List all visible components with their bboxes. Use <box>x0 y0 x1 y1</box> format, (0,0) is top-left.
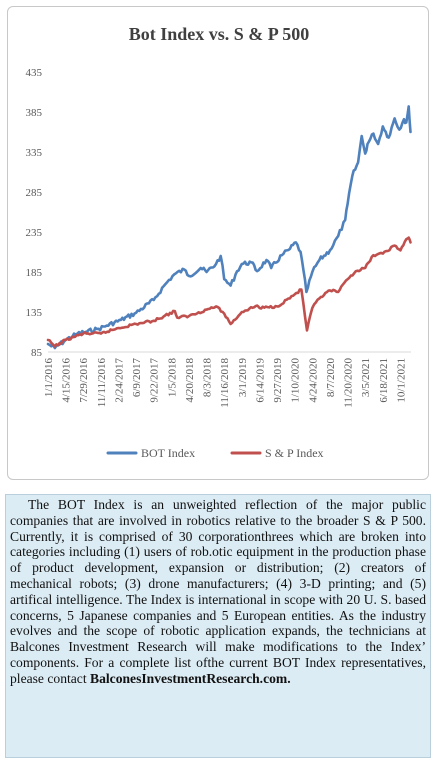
chart-card: Bot Index vs. S & P 500 85 135 185 235 285 33… <box>7 6 429 480</box>
series-layer <box>46 105 412 350</box>
x-tick-label: 4/20/2018 <box>184 358 196 403</box>
chart-title: Bot Index vs. S & P 500 <box>129 24 310 44</box>
x-tick-label: 11/11/2016 <box>96 358 108 408</box>
legend-label: BOT Index <box>141 446 195 460</box>
x-tick-label: 6/14/2019 <box>254 358 266 403</box>
description-body: The BOT Index is an unweighted reflectio… <box>10 497 426 686</box>
y-tick-label: 335 <box>26 147 43 159</box>
line-chart: Bot Index vs. S & P 500 85 135 185 235 285 33… <box>26 24 412 460</box>
x-tick-label: 3/1/2019 <box>237 358 249 398</box>
x-tick-label: 6/18/2021 <box>378 358 390 403</box>
contact-link[interactable]: BalconesInvestmentResearch.com. <box>90 670 291 686</box>
x-tick-label: 11/20/2020 <box>343 358 355 408</box>
x-tick-label: 11/16/2018 <box>219 358 231 408</box>
x-tick-label: 4/15/2016 <box>61 358 73 403</box>
y-tick-label: 85 <box>31 347 43 359</box>
x-tick-label: 8/3/2018 <box>202 358 214 398</box>
y-tick-label: 235 <box>26 227 43 239</box>
x-tick-label: 3/5/2021 <box>360 358 372 397</box>
x-tick-label: 1/10/2020 <box>290 358 302 403</box>
x-tick-label: 1/5/2018 <box>166 358 178 398</box>
x-tick-label: 4/24/2020 <box>307 358 319 403</box>
y-tick-label: 385 <box>26 107 43 119</box>
x-tick-label: 2/24/2017 <box>113 358 125 403</box>
x-tick-label: 7/29/2016 <box>78 358 90 403</box>
x-tick-label: 6/9/2017 <box>131 358 143 398</box>
series-line-s-p-index <box>46 236 412 348</box>
y-tick-label: 135 <box>26 307 43 319</box>
x-tick-label: 8/7/2020 <box>325 358 337 398</box>
legend-label: S & P Index <box>265 446 324 460</box>
y-tick-label: 185 <box>26 267 43 279</box>
x-tick-label: 1/1/2016 <box>43 358 55 398</box>
x-axis: 1/1/2016 4/15/2016 7/29/2016 11/11/2016 2/24… <box>43 351 411 408</box>
legend: BOT Index S & P Index <box>106 446 324 460</box>
x-tick-label: 9/22/2017 <box>149 358 161 403</box>
x-tick-label: 9/27/2019 <box>272 358 284 403</box>
description-text: The BOT Index is an unweighted reflectio… <box>10 497 426 687</box>
description-box: The BOT Index is an unweighted reflectio… <box>5 494 431 758</box>
y-axis: 85 135 185 235 285 335 385 435 <box>26 67 43 359</box>
x-tick-label: 10/1/2021 <box>395 358 407 403</box>
y-tick-label: 435 <box>26 67 43 79</box>
y-tick-label: 285 <box>26 187 43 199</box>
series-line-bot-index <box>46 105 412 350</box>
